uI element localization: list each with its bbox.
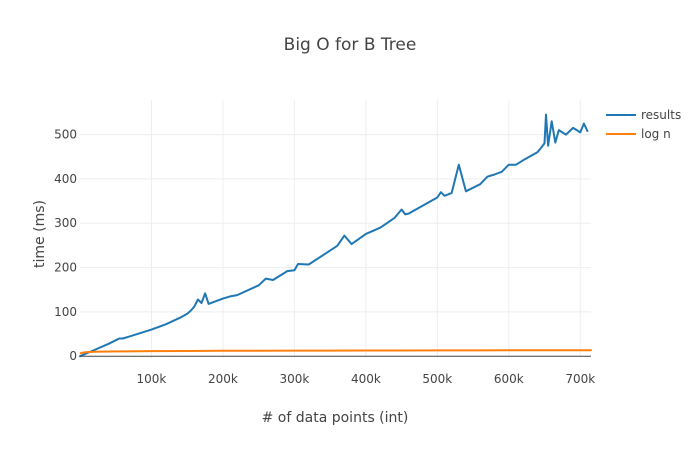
- y-tick-label: 200: [54, 261, 77, 275]
- legend-label: log n: [641, 127, 671, 141]
- x-tick-label: 600k: [494, 372, 524, 386]
- x-tick-label: 200k: [208, 372, 238, 386]
- y-tick-label: 100: [54, 305, 77, 319]
- axis-layer: 100k 200k 300k 400k 500k 600k 700k 0 100 200 300 40…: [54, 128, 595, 386]
- y-axis-title: time (ms): [32, 200, 48, 268]
- legend-label: results: [641, 108, 681, 122]
- series-layer: [79, 113, 592, 358]
- y-tick-label: 500: [54, 128, 77, 142]
- x-tick-label: 700k: [565, 372, 595, 386]
- y-tick-label: 300: [54, 216, 77, 230]
- x-tick-label: 500k: [422, 372, 452, 386]
- series-line-log-n: [79, 349, 592, 355]
- legend: results log n: [606, 108, 681, 141]
- x-tick-label: 300k: [279, 372, 309, 386]
- chart-title: Big O for B Tree: [284, 35, 417, 55]
- y-tick-label: 0: [69, 349, 77, 363]
- y-tick-label: 400: [54, 172, 77, 186]
- x-tick-label: 100k: [137, 372, 167, 386]
- x-axis-title: # of data points (int): [262, 410, 409, 426]
- grid-layer: [80, 100, 591, 358]
- series-line-results: [79, 113, 589, 358]
- x-tick-label: 400k: [351, 372, 381, 386]
